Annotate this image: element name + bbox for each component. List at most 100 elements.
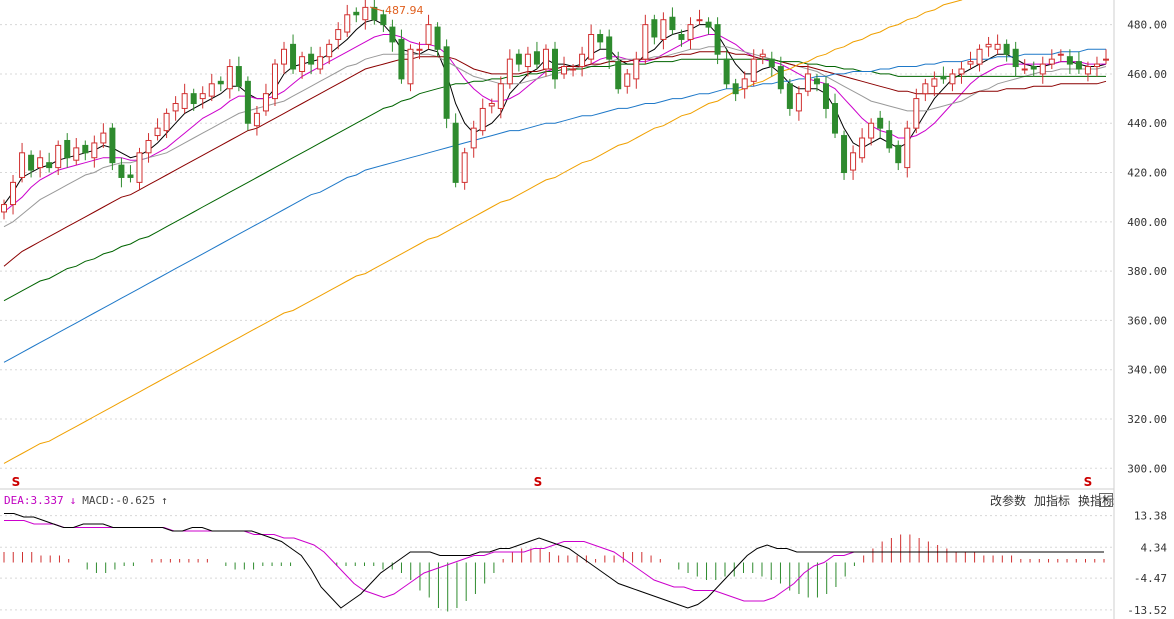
arrow-up-icon: ↑ <box>161 494 168 507</box>
candle-body <box>181 93 188 109</box>
price-tick-label: 480.00 <box>1127 19 1167 32</box>
candle-body <box>55 144 62 169</box>
price-tick-label: 440.00 <box>1127 117 1167 130</box>
macd-value: MACD:-0.625 <box>82 494 156 507</box>
candle-body <box>371 6 378 21</box>
candle-body <box>606 36 613 60</box>
candle-body <box>732 83 739 95</box>
price-tick-label: 340.00 <box>1127 364 1167 377</box>
candle-body <box>777 66 784 90</box>
candle-body <box>850 152 857 171</box>
candle-body <box>1075 61 1082 70</box>
peak-annotation: 487.94 <box>369 4 424 17</box>
candle-body <box>994 43 1001 50</box>
candle-body <box>506 58 513 85</box>
ma-line <box>3 48 1106 363</box>
indicator-toolbar: 改参数 加指标 换指标 <box>990 492 1114 509</box>
candle-body <box>958 68 965 75</box>
candle-body <box>597 34 604 43</box>
candle-body <box>868 122 875 139</box>
candle-body <box>515 53 522 65</box>
candle-body <box>678 34 685 40</box>
candle-body <box>985 43 992 48</box>
candle-body <box>615 61 622 90</box>
candle-body <box>786 83 793 109</box>
candle-body <box>73 147 80 161</box>
ma-line <box>3 58 1106 302</box>
candle-body <box>470 127 477 149</box>
candle-body <box>425 24 432 45</box>
candle-body <box>579 53 586 68</box>
candle-body <box>1012 48 1019 68</box>
candle-body <box>642 24 649 60</box>
candle-body <box>967 61 974 65</box>
candle-body <box>136 152 143 183</box>
candle-body <box>91 142 98 159</box>
candle-body <box>362 6 369 21</box>
candle-body <box>1093 63 1100 68</box>
candle-body <box>118 164 125 178</box>
candle-body <box>588 34 595 60</box>
candle-body <box>1103 58 1109 61</box>
candle-body <box>19 152 26 178</box>
candle-body <box>1084 66 1091 75</box>
candle-body <box>832 103 839 134</box>
arrow-down-icon: ↓ <box>69 494 77 507</box>
candle-body <box>163 112 170 132</box>
candle-body <box>335 29 342 40</box>
candle-body <box>389 26 396 43</box>
candle-body <box>244 80 251 124</box>
event-marker: S <box>12 475 21 489</box>
candle-body <box>308 53 315 65</box>
candle-body <box>380 14 387 26</box>
candle-body <box>750 58 757 82</box>
switch-indicator-button[interactable]: 换指标 <box>1077 494 1114 508</box>
candle-body <box>271 63 278 100</box>
price-tick-label: 460.00 <box>1127 68 1167 81</box>
macd-histogram <box>3 534 1105 612</box>
candle-body <box>497 83 504 109</box>
candle-body <box>1030 66 1037 70</box>
candle-body <box>344 14 351 33</box>
candle-body <box>208 83 215 97</box>
add-indicator-button[interactable]: 加指标 <box>1033 494 1070 508</box>
candle-body <box>1003 43 1010 55</box>
candle-body <box>895 144 902 164</box>
price-tick-label: 400.00 <box>1127 216 1167 229</box>
candle-body <box>759 53 766 58</box>
macd-line <box>4 513 1104 609</box>
candle-body <box>1039 63 1046 75</box>
dea-line <box>4 520 1104 602</box>
candle-body <box>154 127 161 137</box>
candlesticks <box>1 0 1109 220</box>
candle-body <box>561 66 568 75</box>
candle-body <box>804 73 811 92</box>
price-tick-label: 320.00 <box>1127 413 1167 426</box>
candle-body <box>226 66 233 90</box>
candle-body <box>768 58 775 68</box>
candle-body <box>416 48 423 51</box>
candle-body <box>904 127 911 169</box>
candle-body <box>931 78 938 87</box>
candle-body <box>10 181 17 206</box>
candle-body <box>299 56 306 72</box>
candle-body <box>660 19 667 40</box>
macd-grid <box>0 515 1114 611</box>
candle-body <box>452 122 459 183</box>
candle-body <box>290 43 297 70</box>
macd-lines <box>4 513 1104 609</box>
candle-body <box>100 132 107 144</box>
change-params-button[interactable]: 改参数 <box>989 494 1026 508</box>
candle-body <box>795 93 802 112</box>
candle-body <box>886 130 893 149</box>
candle-body <box>253 112 260 127</box>
candle-body <box>651 19 658 38</box>
candle-body <box>488 103 495 107</box>
candle-body <box>479 107 486 132</box>
close-icon[interactable]: × <box>1099 493 1113 507</box>
candle-body <box>461 152 468 183</box>
candle-body <box>940 75 947 80</box>
candle-body <box>407 48 414 85</box>
